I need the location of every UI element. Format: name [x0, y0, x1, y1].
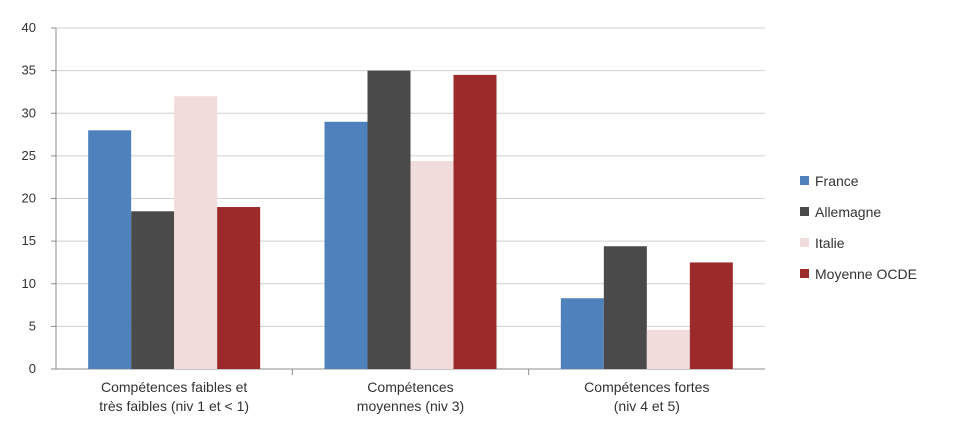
legend-item: France	[800, 165, 917, 196]
bar-allemagne	[131, 211, 175, 369]
legend-swatch	[800, 269, 809, 278]
x-tick-label: Compétences faibles et	[101, 379, 247, 395]
bar-france	[324, 121, 368, 370]
legend-label: Italie	[815, 234, 845, 251]
bar-italie	[410, 160, 454, 369]
chart-legend: France Allemagne Italie Moyenne OCDE	[800, 165, 917, 289]
bar-moyenne-ocde	[689, 262, 733, 369]
x-tick-label: (niv 4 et 5)	[614, 398, 680, 414]
legend-swatch	[800, 176, 809, 185]
bar-allemagne	[603, 246, 647, 369]
y-tick-label: 20	[22, 191, 36, 206]
legend-item: Italie	[800, 227, 917, 258]
legend-label: France	[815, 172, 859, 189]
bar-moyenne-ocde	[453, 74, 497, 369]
y-tick-label: 15	[22, 233, 36, 248]
y-tick-label: 25	[22, 148, 36, 163]
x-tick-label: Compétences fortes	[584, 379, 709, 395]
bar-italie	[646, 329, 690, 369]
y-tick-label: 10	[22, 276, 36, 291]
y-tick-label: 30	[22, 105, 36, 120]
y-tick-label: 40	[22, 20, 36, 35]
x-tick-label: moyennes (niv 3)	[357, 398, 464, 414]
bar-italie	[174, 96, 218, 369]
legend-item: Moyenne OCDE	[800, 258, 917, 289]
legend-item: Allemagne	[800, 196, 917, 227]
y-tick-label: 35	[22, 63, 36, 78]
legend-label: Moyenne OCDE	[815, 265, 917, 282]
bar-france	[560, 298, 604, 369]
bar-france	[88, 130, 132, 369]
y-tick-label: 0	[29, 361, 36, 376]
legend-swatch	[800, 238, 809, 247]
bar-moyenne-ocde	[217, 207, 261, 369]
legend-label: Allemagne	[815, 203, 882, 220]
x-tick-label: Compétences	[367, 379, 453, 395]
bar-allemagne	[367, 70, 411, 369]
x-tick-label: très faibles (niv 1 et < 1)	[99, 398, 249, 414]
y-tick-label: 5	[29, 318, 36, 333]
legend-swatch	[800, 207, 809, 216]
